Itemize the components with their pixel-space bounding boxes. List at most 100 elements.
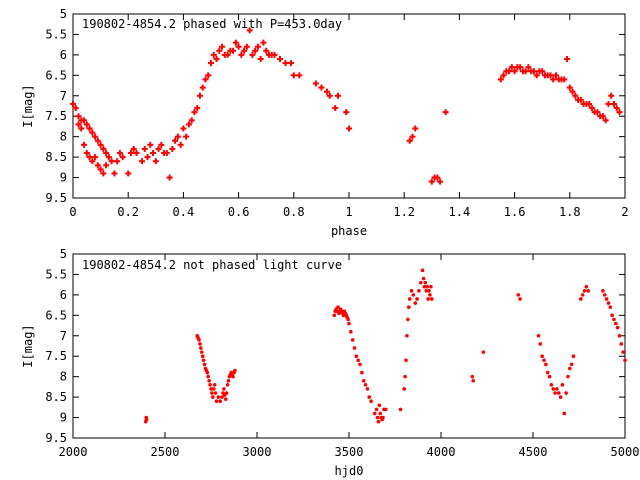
phased-data-point <box>428 178 435 185</box>
unphased-data-point <box>332 313 337 318</box>
unphased-data-point <box>615 325 620 330</box>
phased-data-point <box>194 105 201 112</box>
unphased-plot-frame <box>72 253 626 439</box>
phased-data-point <box>572 92 579 99</box>
unphased-data-point <box>556 391 561 395</box>
unphased-data-point <box>612 317 616 322</box>
unphased-data-point <box>411 293 416 297</box>
unphased-data-point <box>409 289 414 293</box>
unphased-data-point <box>216 395 221 399</box>
phased-data-point <box>257 55 264 62</box>
unphased-ticks: 2000 2500 3000 3500 4000 4500 5000 5 5.5 6 6.5 7 7.5… <box>45 247 639 459</box>
phased-y-tick-label: 9.5 <box>45 191 67 205</box>
phased-x-tick-label: 0 <box>69 205 76 219</box>
phased-data-point <box>525 64 532 71</box>
phased-data-point <box>323 88 330 95</box>
phased-data-point <box>594 109 601 116</box>
phased-data-point <box>437 178 444 185</box>
phased-data-point <box>174 133 181 140</box>
unphased-data-point <box>608 305 613 309</box>
phased-data-point <box>94 137 101 144</box>
phased-data-point <box>561 76 568 83</box>
unphased-data-point <box>568 366 572 371</box>
phased-data-point <box>271 51 278 58</box>
unphased-data-point <box>417 289 421 293</box>
unphased-data-point <box>404 358 408 363</box>
phased-y-tick-label: 5 <box>60 7 67 21</box>
unphased-data-point <box>421 276 426 281</box>
unphased-data-point <box>398 407 403 412</box>
unphased-data-point <box>580 293 585 297</box>
unphased-data-point <box>376 419 381 424</box>
unphased-data-point <box>209 387 213 391</box>
unphased-data-point <box>558 395 563 399</box>
phased-data-point <box>89 129 96 136</box>
unphased-data-point <box>402 387 407 391</box>
phased-ticks: 0 0.2 0.4 0.6 0.8 1 1.2 1.4 1.6 1.8 2 5 5.5 6 6.5 7 7.5 8… <box>45 7 628 219</box>
phased-data-point <box>409 133 416 140</box>
unphased-y-tick-label: 6.5 <box>45 308 67 322</box>
unphased-data-point <box>223 397 228 401</box>
phased-data-point <box>610 100 617 107</box>
phased-data-point <box>81 117 88 124</box>
phased-data-point <box>81 141 88 148</box>
unphased-data-point <box>545 370 550 375</box>
unphased-data-point <box>429 284 433 289</box>
phased-data-point <box>277 55 283 62</box>
phased-data-point <box>346 125 352 132</box>
phased-data-point <box>613 105 620 112</box>
phased-data-point <box>188 117 195 124</box>
phased-data-point <box>83 150 90 157</box>
phased-data-point <box>508 64 515 71</box>
unphased-data-point <box>536 333 541 338</box>
unphased-data-point <box>547 374 552 379</box>
unphased-data-point <box>422 284 427 289</box>
phased-data-point <box>163 150 170 157</box>
unphased-data-point <box>354 354 359 359</box>
phased-data-point <box>586 100 593 107</box>
unphased-data-point <box>375 415 380 420</box>
unphased-data-point <box>516 293 521 297</box>
phased-data-point <box>577 96 584 103</box>
unphased-data-point <box>564 391 568 395</box>
phased-data-point <box>125 170 132 177</box>
unphased-data-point <box>579 297 583 301</box>
phased-y-tick-label: 9 <box>60 171 67 185</box>
unphased-data-point <box>584 284 589 289</box>
unphased-data-point <box>571 354 576 359</box>
phased-data-point <box>260 39 267 46</box>
unphased-data-point <box>213 391 218 395</box>
phased-data-point <box>530 68 537 75</box>
phased-data-point <box>100 170 107 177</box>
unphased-data-point <box>224 391 229 395</box>
unphased-y-tick-label: 8 <box>60 370 67 384</box>
phased-data-point <box>539 68 546 75</box>
unphased-data-point <box>367 395 372 399</box>
unphased-data-point <box>363 383 368 387</box>
phased-data-point <box>172 137 179 144</box>
phased-data-point <box>127 150 134 157</box>
unphased-data-point <box>407 297 412 301</box>
unphased-x-axis-label: hjd0 <box>335 464 364 478</box>
unphased-data-point <box>424 289 429 293</box>
phased-data-point <box>588 105 595 112</box>
phased-data-point <box>114 158 121 165</box>
phased-data-point <box>243 43 250 50</box>
unphased-data-point <box>144 417 149 422</box>
unphased-y-tick-label: 9.5 <box>45 431 67 445</box>
phased-data-point <box>500 72 507 79</box>
phased-data-point <box>241 47 248 54</box>
unphased-data-point <box>415 297 419 301</box>
phased-data-point <box>92 154 99 161</box>
unphased-data-point <box>220 395 224 399</box>
phased-data-point <box>205 72 212 79</box>
phased-data-point <box>180 125 187 132</box>
phased-data-point <box>199 84 206 91</box>
unphased-x-tick-label: 5000 <box>611 445 640 459</box>
phased-data-point <box>183 133 190 140</box>
unphased-data-point <box>566 374 570 379</box>
phased-data-point <box>196 92 203 99</box>
phased-data-point <box>235 43 242 50</box>
unphased-data-point <box>425 284 430 289</box>
phased-data-point <box>246 27 253 34</box>
